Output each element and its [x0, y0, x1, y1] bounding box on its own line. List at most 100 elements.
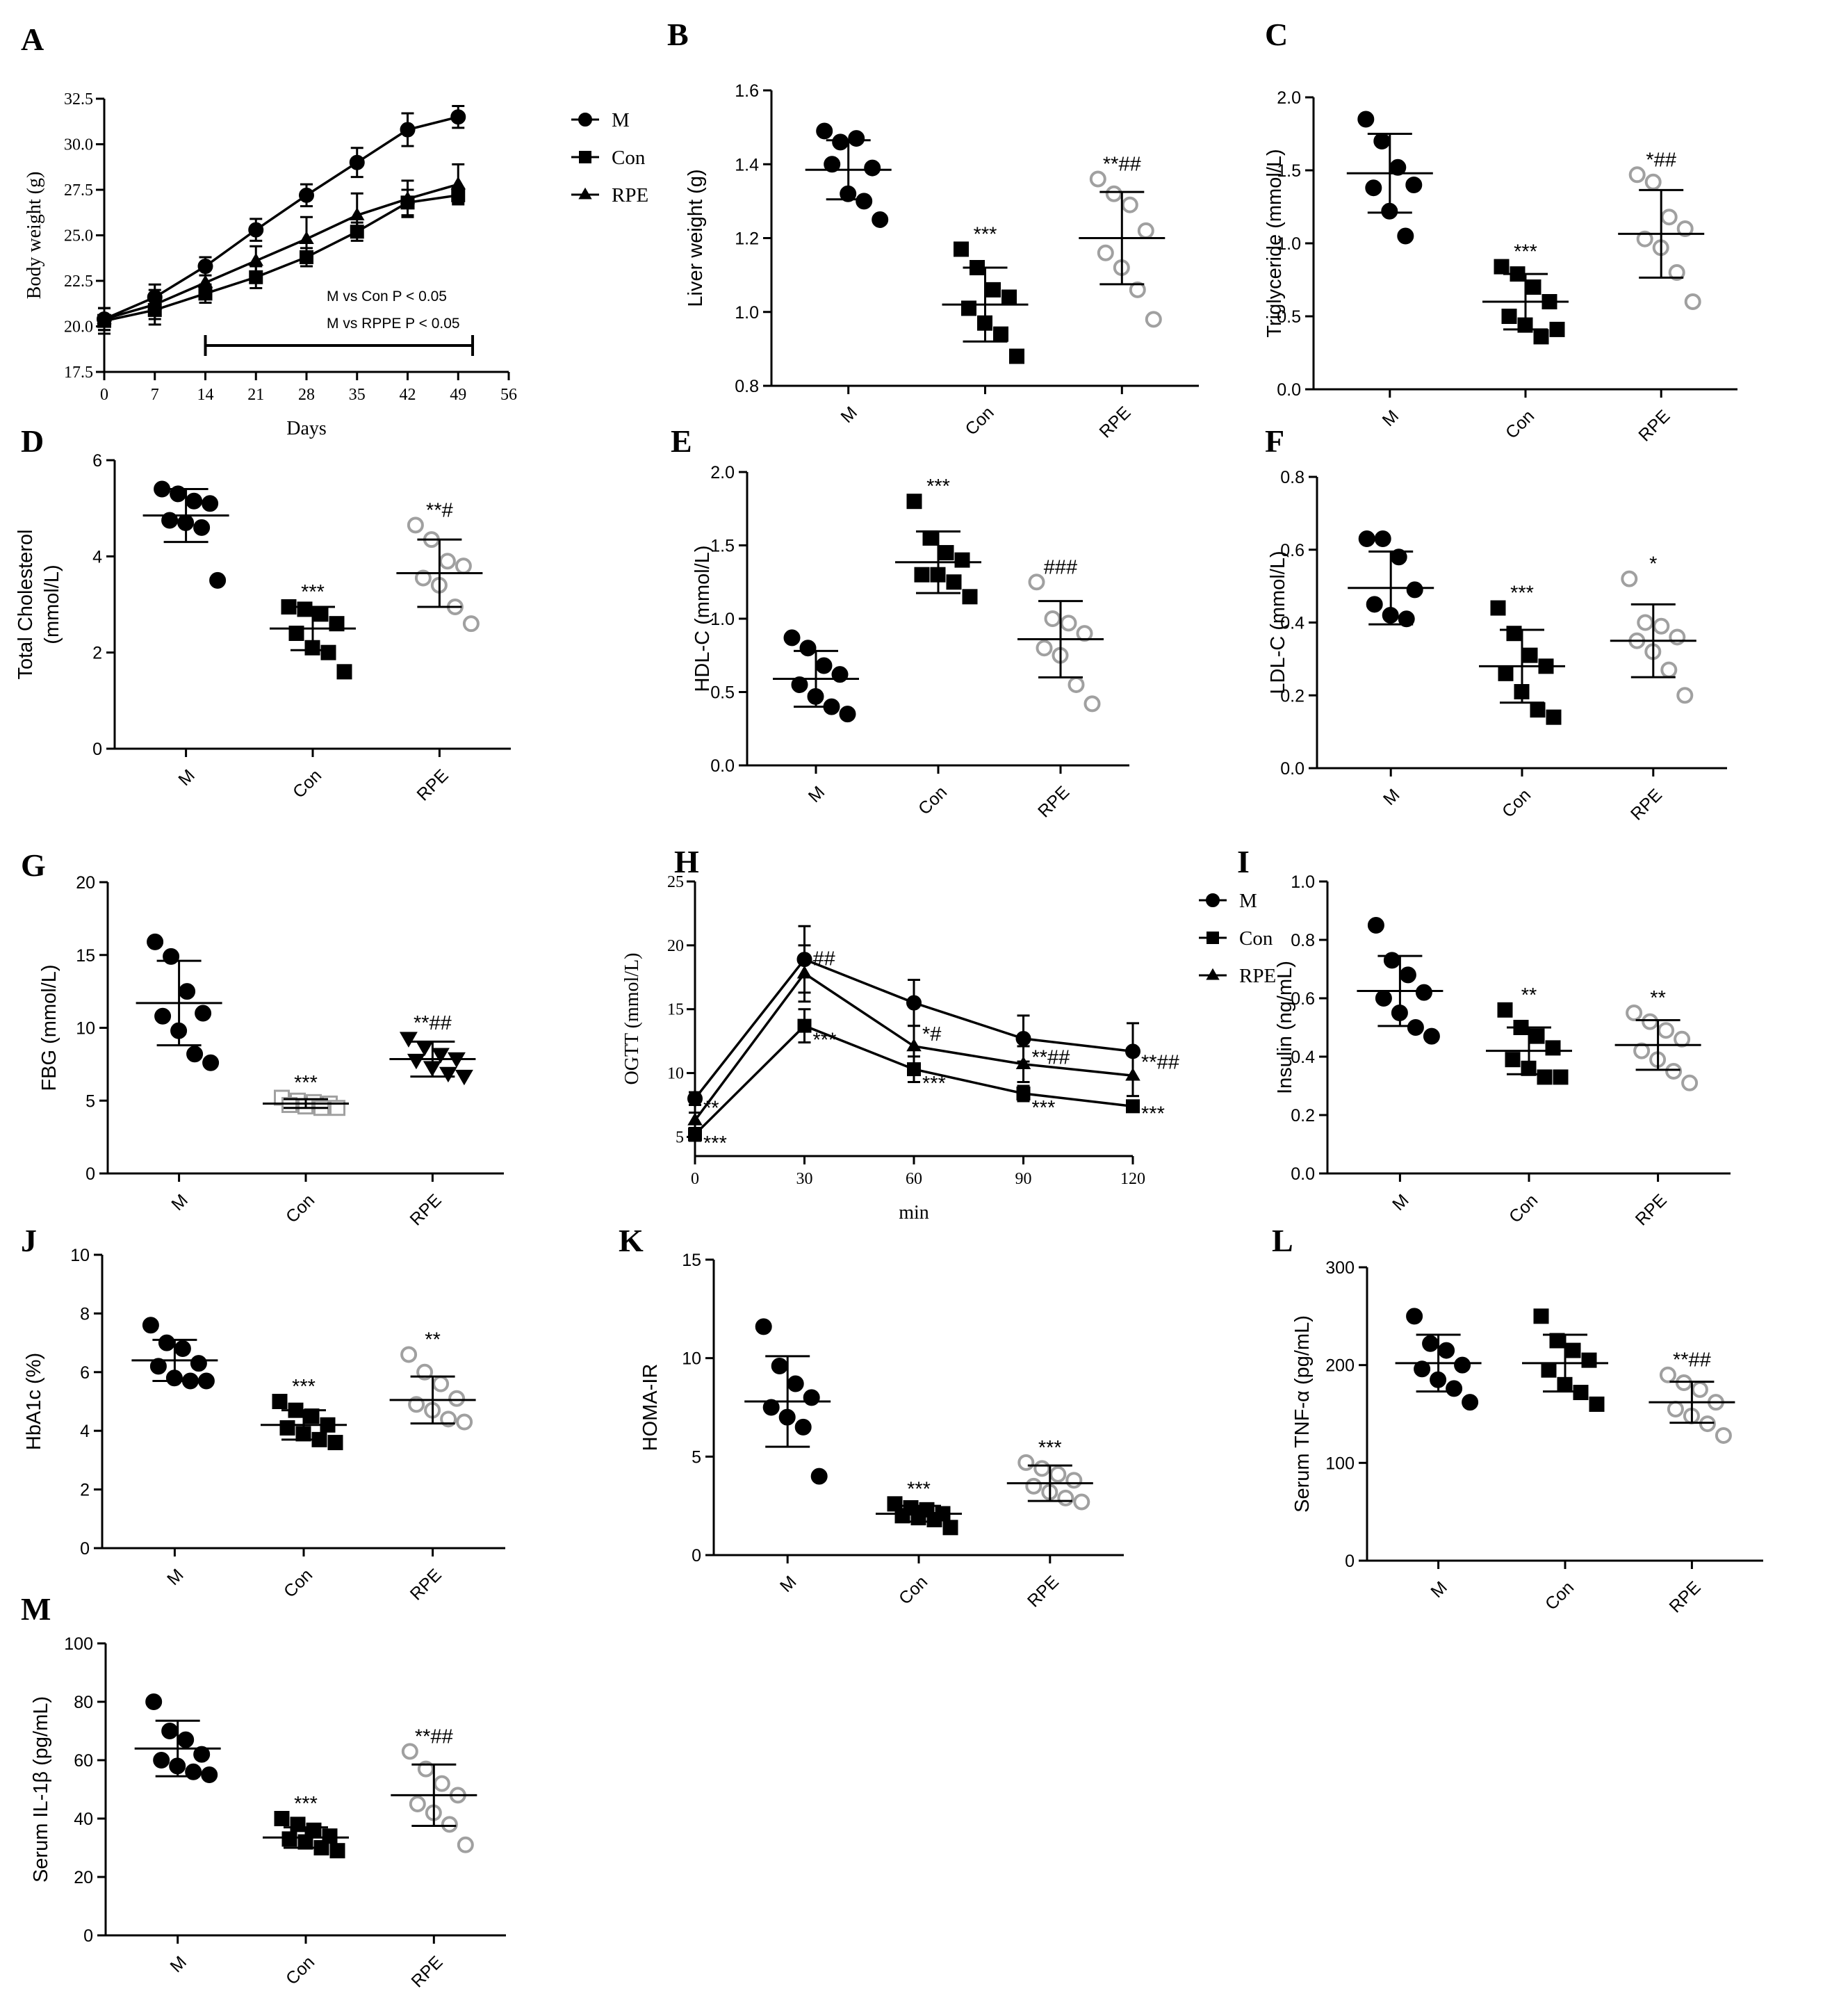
panel-c-xtick-label: RPE: [1635, 406, 1674, 445]
panel-e: E 0.0 0.5 1.0 1.5 2.0 HDL-C (mmol/L) M Con *** RPE…: [671, 423, 1129, 822]
panel-g-point: [202, 1054, 220, 1071]
panel-h-significance: ***: [922, 1073, 946, 1095]
panel-e-point: [1028, 574, 1045, 591]
panel-a-ytick-label: 25.0: [64, 227, 93, 245]
panel-a-annotation: M vs Con P < 0.05: [327, 288, 447, 304]
panel-i-point: [1633, 1042, 1651, 1059]
panel-c-xtick-label: Con: [1502, 406, 1538, 442]
panel-j-point: [327, 1435, 343, 1451]
panel-l-point: [1589, 1396, 1605, 1412]
panel-a-xtick-label: 35: [349, 386, 366, 404]
panel-c-point: [1628, 166, 1646, 184]
panel-c-point: [1644, 173, 1662, 190]
panel-j-significance: ***: [292, 1376, 316, 1398]
panel-h-significance: ***: [813, 1030, 837, 1052]
panel-h-point: [1015, 1030, 1031, 1046]
panel-l-point: [1659, 1366, 1676, 1383]
panel-m-point: [433, 1775, 450, 1792]
panel-a-legend-label: Con: [612, 147, 646, 169]
panel-e-ytick-label: 2.0: [710, 463, 735, 482]
panel-a-point: [349, 154, 365, 170]
panel-e-point: [922, 530, 938, 546]
panel-j-label: J: [21, 1223, 37, 1258]
panel-g-ytick-label: 20: [76, 873, 95, 893]
panel-i-point: [1367, 917, 1384, 934]
panel-c-ytick-label: 0.5: [1277, 307, 1301, 327]
panel-m-xtick-label: RPE: [407, 1952, 446, 1991]
panel-b-point: [1145, 311, 1162, 328]
panel-e-point: [1076, 625, 1093, 642]
panel-m-point: [153, 1752, 170, 1769]
panel-d-point: [288, 626, 304, 641]
panel-g-point: [407, 1053, 425, 1070]
panel-i-point: [1537, 1069, 1553, 1085]
panel-d-point: [202, 495, 219, 512]
panel-j-xtick-label: Con: [280, 1565, 316, 1601]
panel-c-point: [1397, 227, 1414, 245]
panel-c-xtick-label: M: [1379, 406, 1403, 430]
panel-d-point: [320, 644, 336, 660]
panel-k-point: [787, 1375, 804, 1392]
panel-h-ytick-label: 10: [667, 1065, 684, 1083]
panel-d-point: [161, 512, 179, 529]
panel-c-point: [1405, 177, 1423, 193]
panel-i-point: [1626, 1005, 1643, 1021]
panel-k-ylabel: HOMA-IR: [639, 1364, 662, 1452]
panel-j-point: [432, 1375, 450, 1392]
panel-b-ytick-label: 1.2: [735, 229, 759, 249]
panel-a-ytick-label: 17.5: [64, 364, 93, 382]
panel-g-point: [439, 1066, 457, 1083]
panel-k: K 0 5 10 15 HOMA-IR M Con *** RPE ***: [619, 1223, 1124, 1611]
panel-a-legend-label: RPE: [612, 184, 648, 206]
panel-h-significance: ##: [813, 948, 835, 970]
panel-j-point: [456, 1413, 473, 1431]
panel-f-point: [1506, 626, 1522, 642]
panel-e-ylabel: HDL-C (mmol/L): [692, 545, 714, 692]
panel-j-significance: **: [425, 1328, 441, 1351]
panel-e-point: [1060, 615, 1077, 632]
panel-a-series-line: [104, 115, 459, 320]
panel-d-label: D: [21, 423, 44, 459]
panel-h-xtick-label: 90: [1015, 1170, 1032, 1188]
panel-c-point: [1365, 179, 1382, 197]
panel-h-point: [687, 1091, 703, 1107]
panel-f-xtick-label: M: [1380, 785, 1404, 809]
panel-g-ytick-label: 15: [76, 946, 95, 966]
panel-l-ytick-label: 200: [1325, 1356, 1355, 1376]
panel-l: L 0 100 200 300 Serum TNF-α (pg/mL) M Con RPE **#…: [1272, 1223, 1763, 1617]
panel-d-significance: ***: [301, 581, 325, 603]
panel-f-ytick-label: 0.8: [1280, 468, 1305, 487]
panel-i-xtick-label: Con: [1505, 1190, 1541, 1226]
panel-e-point: [962, 589, 978, 605]
panel-f-ytick-label: 0.0: [1280, 759, 1305, 779]
panel-i-point: [1674, 1030, 1691, 1048]
panel-d-point: [193, 519, 211, 536]
panel-c-point: [1494, 259, 1510, 275]
panel-a-ytick-label: 22.5: [64, 273, 93, 291]
panel-h-legend-marker: [1207, 932, 1219, 944]
panel-f-point: [1546, 709, 1562, 725]
panel-d-xtick-label: Con: [289, 765, 325, 802]
panel-m-point: [145, 1693, 163, 1710]
panel-g-ylabel: FBG (mmol/L): [38, 964, 60, 1091]
panel-e-point: [946, 574, 962, 590]
panel-m-ytick-label: 40: [74, 1810, 93, 1829]
panel-h-xtick-label: 60: [906, 1170, 922, 1188]
panel-j-point: [190, 1355, 207, 1372]
panel-g-xtick-label: Con: [282, 1190, 318, 1226]
panel-l-point: [1422, 1335, 1439, 1352]
panel-d-point: [414, 569, 432, 587]
panel-e-point: [954, 552, 970, 568]
panel-a-point: [299, 231, 314, 244]
panel-d-point: [455, 558, 472, 575]
panel-k-label: K: [619, 1223, 644, 1258]
panel-m-significance: ***: [294, 1793, 318, 1815]
panel-f-point: [1660, 661, 1678, 678]
panel-i-significance: **: [1650, 987, 1666, 1009]
panel-j-point: [448, 1390, 466, 1407]
panel-m-point: [161, 1723, 179, 1739]
panel-m-point: [193, 1746, 211, 1763]
panel-f-xtick-label: RPE: [1627, 785, 1666, 824]
panel-c-point: [1533, 329, 1549, 345]
